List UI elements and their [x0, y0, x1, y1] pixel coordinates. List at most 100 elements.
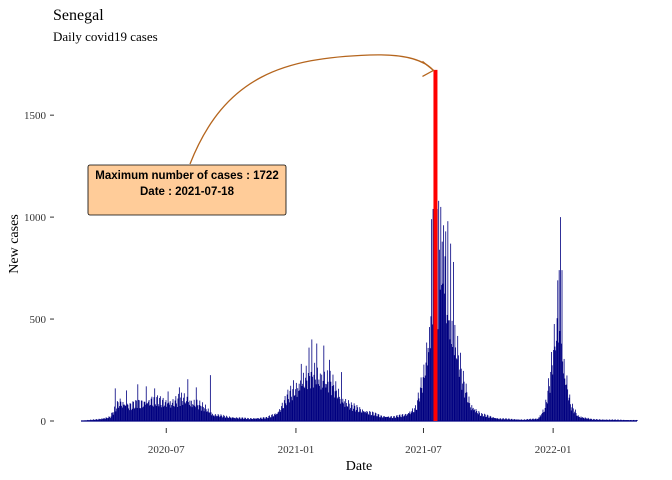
bar	[515, 419, 517, 421]
bar	[200, 410, 202, 421]
bar	[527, 419, 529, 421]
bar	[357, 407, 359, 421]
bar	[528, 419, 530, 421]
bar	[174, 406, 175, 421]
bar	[332, 374, 334, 421]
bar	[590, 418, 592, 421]
bar	[505, 418, 507, 421]
bar	[541, 414, 542, 421]
bar	[145, 404, 146, 421]
bar	[554, 346, 556, 421]
bar	[174, 400, 176, 421]
bar	[293, 380, 294, 421]
bar	[214, 416, 215, 421]
bar	[545, 399, 547, 421]
bar	[541, 412, 543, 421]
bar	[472, 408, 473, 421]
bar	[108, 416, 110, 421]
bar	[398, 417, 399, 421]
bar	[451, 320, 453, 421]
bar	[350, 407, 351, 421]
bar	[503, 419, 505, 421]
bar	[429, 348, 431, 421]
bar	[579, 417, 581, 421]
bar	[400, 416, 402, 421]
bar	[577, 415, 579, 421]
bar	[471, 405, 473, 421]
bar	[489, 415, 491, 421]
bar	[333, 397, 335, 421]
bar	[224, 416, 225, 421]
bar	[561, 270, 563, 421]
bar	[245, 417, 246, 421]
bar	[512, 419, 514, 421]
bar	[425, 362, 427, 421]
bar	[262, 418, 263, 421]
bar	[343, 401, 345, 421]
bar	[100, 419, 102, 421]
bar	[354, 405, 356, 421]
bar	[542, 409, 544, 421]
bar	[318, 379, 320, 421]
bar	[356, 404, 358, 421]
chart-title: Senegal	[53, 7, 104, 24]
bar	[591, 419, 593, 421]
bar	[142, 407, 144, 421]
bar	[416, 409, 418, 421]
bar	[154, 388, 156, 421]
bar	[271, 414, 273, 421]
bar	[291, 400, 293, 421]
bar	[485, 417, 487, 421]
bar	[379, 417, 380, 421]
bar	[422, 377, 424, 421]
y-tick-label: 1000	[24, 212, 47, 224]
bar	[574, 409, 576, 421]
bar	[439, 289, 441, 421]
bar	[514, 419, 516, 421]
bar	[403, 416, 404, 421]
annotation-arrow	[189, 54, 434, 165]
bar	[524, 419, 526, 421]
bar	[601, 419, 603, 421]
bar	[396, 415, 398, 421]
bar	[551, 351, 552, 421]
bar	[255, 418, 257, 421]
bar	[250, 418, 252, 421]
bar	[385, 416, 387, 421]
bar	[187, 379, 189, 421]
x-axis-title: Date	[346, 459, 372, 474]
bar	[236, 417, 237, 421]
bar	[388, 416, 390, 421]
bar	[192, 404, 194, 421]
bar	[228, 416, 230, 421]
bar	[175, 396, 177, 421]
bar	[279, 409, 280, 421]
bar	[119, 398, 121, 421]
bar	[372, 412, 374, 421]
bar	[603, 419, 604, 421]
bar	[491, 417, 492, 421]
bar	[232, 417, 234, 421]
bar	[305, 365, 307, 421]
bar	[566, 375, 568, 421]
bar	[242, 417, 244, 421]
bar	[448, 320, 449, 421]
x-axis: 2020-07 2021-01 2021-07 2022-01	[148, 428, 571, 456]
bar	[152, 405, 153, 421]
bar	[135, 400, 137, 421]
bar	[297, 388, 299, 421]
bar	[589, 419, 591, 421]
bar	[143, 406, 144, 421]
bar	[223, 414, 225, 421]
bar	[430, 316, 432, 421]
bar	[250, 418, 251, 421]
bar	[412, 412, 414, 421]
bar	[549, 392, 551, 421]
bar	[95, 419, 97, 421]
bar	[480, 415, 482, 421]
bar	[134, 407, 136, 421]
bar	[555, 350, 557, 421]
bar	[540, 416, 542, 421]
bar	[494, 418, 496, 421]
bar	[143, 401, 145, 421]
